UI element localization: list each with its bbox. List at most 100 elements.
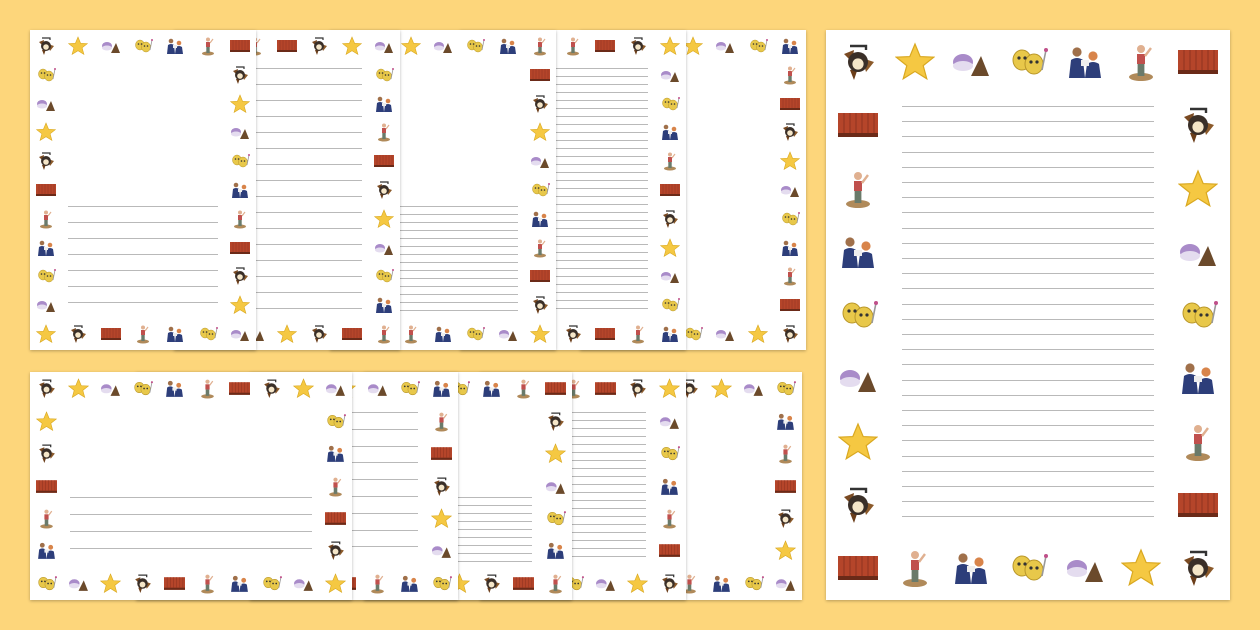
props-icon <box>36 94 56 114</box>
spotlight-icon <box>775 508 796 529</box>
props-icon <box>660 266 680 286</box>
border-page <box>30 30 256 350</box>
curtain-icon <box>780 295 800 315</box>
writing-line <box>902 121 1154 123</box>
spotlight-icon <box>545 411 566 432</box>
curtain-icon <box>774 476 796 497</box>
star-icon <box>292 378 314 399</box>
spotlight-icon <box>431 476 452 497</box>
props-icon <box>595 573 616 594</box>
writing-line <box>212 148 362 149</box>
props-icon <box>951 42 991 82</box>
props-icon <box>68 573 89 594</box>
props-icon <box>431 540 452 561</box>
curtain-icon <box>230 238 250 258</box>
writing-line <box>498 308 648 309</box>
spotlight-icon <box>36 378 57 399</box>
curtain-icon <box>36 476 58 497</box>
writing-line <box>902 151 1154 153</box>
curtain-icon <box>1178 485 1218 525</box>
props-icon <box>230 122 250 142</box>
props-icon <box>780 180 800 200</box>
writing-line <box>902 166 1154 168</box>
star-icon <box>658 378 680 399</box>
performer-icon <box>659 508 680 529</box>
actors-icon <box>36 540 57 561</box>
props-icon <box>36 295 56 315</box>
spotlight-icon <box>838 485 878 525</box>
spotlight-icon <box>838 42 878 82</box>
star-icon <box>747 324 768 344</box>
theatre-masks-icon <box>530 180 550 200</box>
writing-line <box>368 254 518 255</box>
performer-icon <box>563 36 583 56</box>
writing-line <box>368 206 518 207</box>
star-icon <box>374 209 394 229</box>
actors-icon <box>229 573 250 594</box>
spotlight-icon <box>530 295 550 315</box>
actors-icon <box>498 36 518 56</box>
theatre-masks-icon <box>660 295 680 315</box>
writing-line <box>902 440 1154 442</box>
actors-icon <box>165 324 185 344</box>
writing-line <box>368 294 518 295</box>
writing-line <box>902 410 1154 411</box>
theatre-masks-icon <box>1178 295 1218 335</box>
writing-line <box>68 286 218 287</box>
curtain-icon <box>374 151 394 171</box>
props-icon <box>498 324 518 344</box>
curtain-icon <box>530 65 550 85</box>
star-icon <box>36 324 56 344</box>
props-icon <box>659 411 680 432</box>
writing-line <box>498 220 648 221</box>
performer-icon <box>1178 422 1218 462</box>
border-page <box>826 30 1230 600</box>
actors-icon <box>165 36 185 56</box>
curtain-icon <box>230 36 250 56</box>
theatre-masks-icon <box>133 36 153 56</box>
writing-line <box>368 286 518 287</box>
curtain-icon <box>838 548 878 588</box>
star-icon <box>100 572 122 594</box>
writing-line <box>498 204 648 205</box>
theatre-masks-icon <box>775 378 796 399</box>
spotlight-icon <box>68 324 88 344</box>
actors-icon <box>530 209 550 229</box>
star-icon <box>430 508 452 529</box>
actors-icon <box>433 324 453 344</box>
actors-icon <box>1065 42 1105 82</box>
star-icon <box>774 540 796 561</box>
spotlight-icon <box>660 209 680 229</box>
spotlight-icon <box>1178 548 1218 588</box>
writing-line <box>68 254 218 255</box>
performer-icon <box>513 378 534 399</box>
writing-line <box>212 260 362 261</box>
performer-icon <box>133 324 153 344</box>
actors-icon <box>36 238 56 258</box>
writing-line <box>498 164 648 165</box>
performer-icon <box>530 36 550 56</box>
curtain-icon <box>324 508 346 529</box>
performer-icon <box>198 36 218 56</box>
actors-icon <box>659 476 680 497</box>
curtain-icon <box>594 378 616 399</box>
writing-line <box>498 132 648 133</box>
theatre-masks-icon <box>743 573 764 594</box>
theatre-masks-icon <box>431 573 452 594</box>
writing-line <box>498 84 648 85</box>
performer-icon <box>838 169 878 209</box>
star-icon <box>660 36 680 56</box>
spotlight-icon <box>563 324 583 344</box>
writing-line <box>498 236 648 237</box>
writing-line <box>212 68 362 69</box>
spotlight-icon <box>230 65 250 85</box>
writing-line <box>368 230 518 231</box>
writing-line <box>368 278 518 279</box>
curtain-icon <box>430 443 452 464</box>
props-icon <box>293 573 314 594</box>
writing-line <box>902 258 1154 259</box>
curtain-icon <box>780 94 800 114</box>
theatre-masks-icon <box>374 65 394 85</box>
props-icon <box>545 476 566 497</box>
writing-line <box>498 244 648 245</box>
